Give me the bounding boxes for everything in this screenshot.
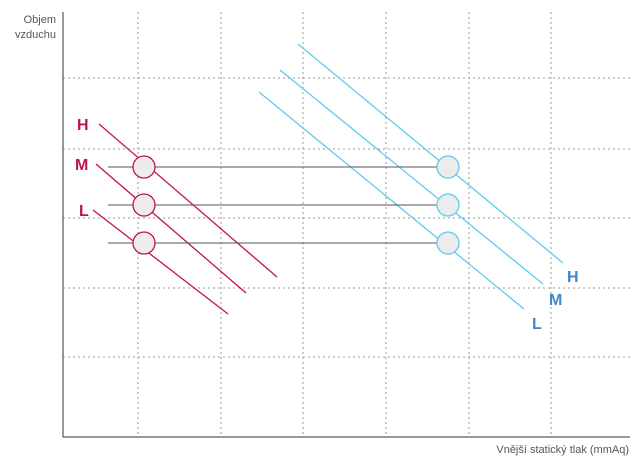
label-right-M: M — [549, 292, 562, 309]
axes — [62, 12, 630, 438]
label-right-H: H — [567, 269, 579, 286]
x-axis-label: Vnější statický tlak (mmAq) — [496, 444, 629, 456]
y-axis-label: Objem vzduchu — [0, 13, 56, 43]
point-left-H — [132, 155, 156, 179]
y-axis-label-line-2: vzduchu — [15, 29, 56, 41]
point-left-M — [132, 193, 156, 217]
label-right-L: L — [532, 316, 542, 333]
grid-lines — [63, 12, 630, 437]
y-axis-label-line-1: Objem — [23, 14, 56, 26]
curve-right-M — [279, 69, 544, 285]
label-left-M: M — [75, 157, 88, 174]
curve-right-H — [297, 43, 564, 264]
point-left-L — [132, 231, 156, 255]
point-right-L — [436, 231, 460, 255]
curves — [92, 43, 564, 315]
curve-left-M — [95, 163, 247, 294]
curve-left-H — [98, 123, 278, 278]
curve-right-L — [258, 91, 525, 310]
operating-lines — [108, 155, 460, 255]
point-right-M — [436, 193, 460, 217]
point-right-H — [436, 155, 460, 179]
label-left-L: L — [79, 203, 89, 220]
curve-left-L — [92, 209, 229, 315]
label-left-H: H — [77, 117, 89, 134]
